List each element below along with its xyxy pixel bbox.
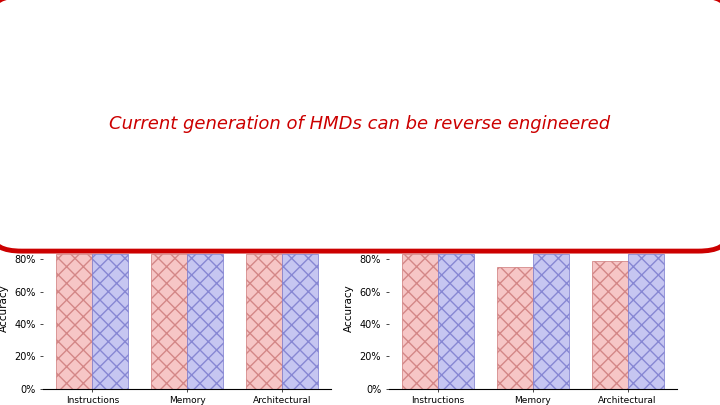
Bar xyxy=(402,254,438,389)
Bar xyxy=(438,254,474,389)
Bar xyxy=(592,261,628,389)
Bar xyxy=(497,267,533,389)
Bar xyxy=(187,254,223,389)
Bar xyxy=(282,254,318,389)
Text: Current generation of HMDs can be reverse engineered: Current generation of HMDs can be revers… xyxy=(109,115,611,132)
Bar xyxy=(92,254,128,389)
FancyBboxPatch shape xyxy=(0,0,720,251)
Bar xyxy=(628,254,664,389)
Bar xyxy=(56,254,92,389)
Y-axis label: Accuracy: Accuracy xyxy=(344,284,354,332)
Y-axis label: Accuracy: Accuracy xyxy=(0,284,9,332)
Bar xyxy=(246,254,282,389)
Bar xyxy=(533,254,569,389)
Bar xyxy=(151,254,187,389)
